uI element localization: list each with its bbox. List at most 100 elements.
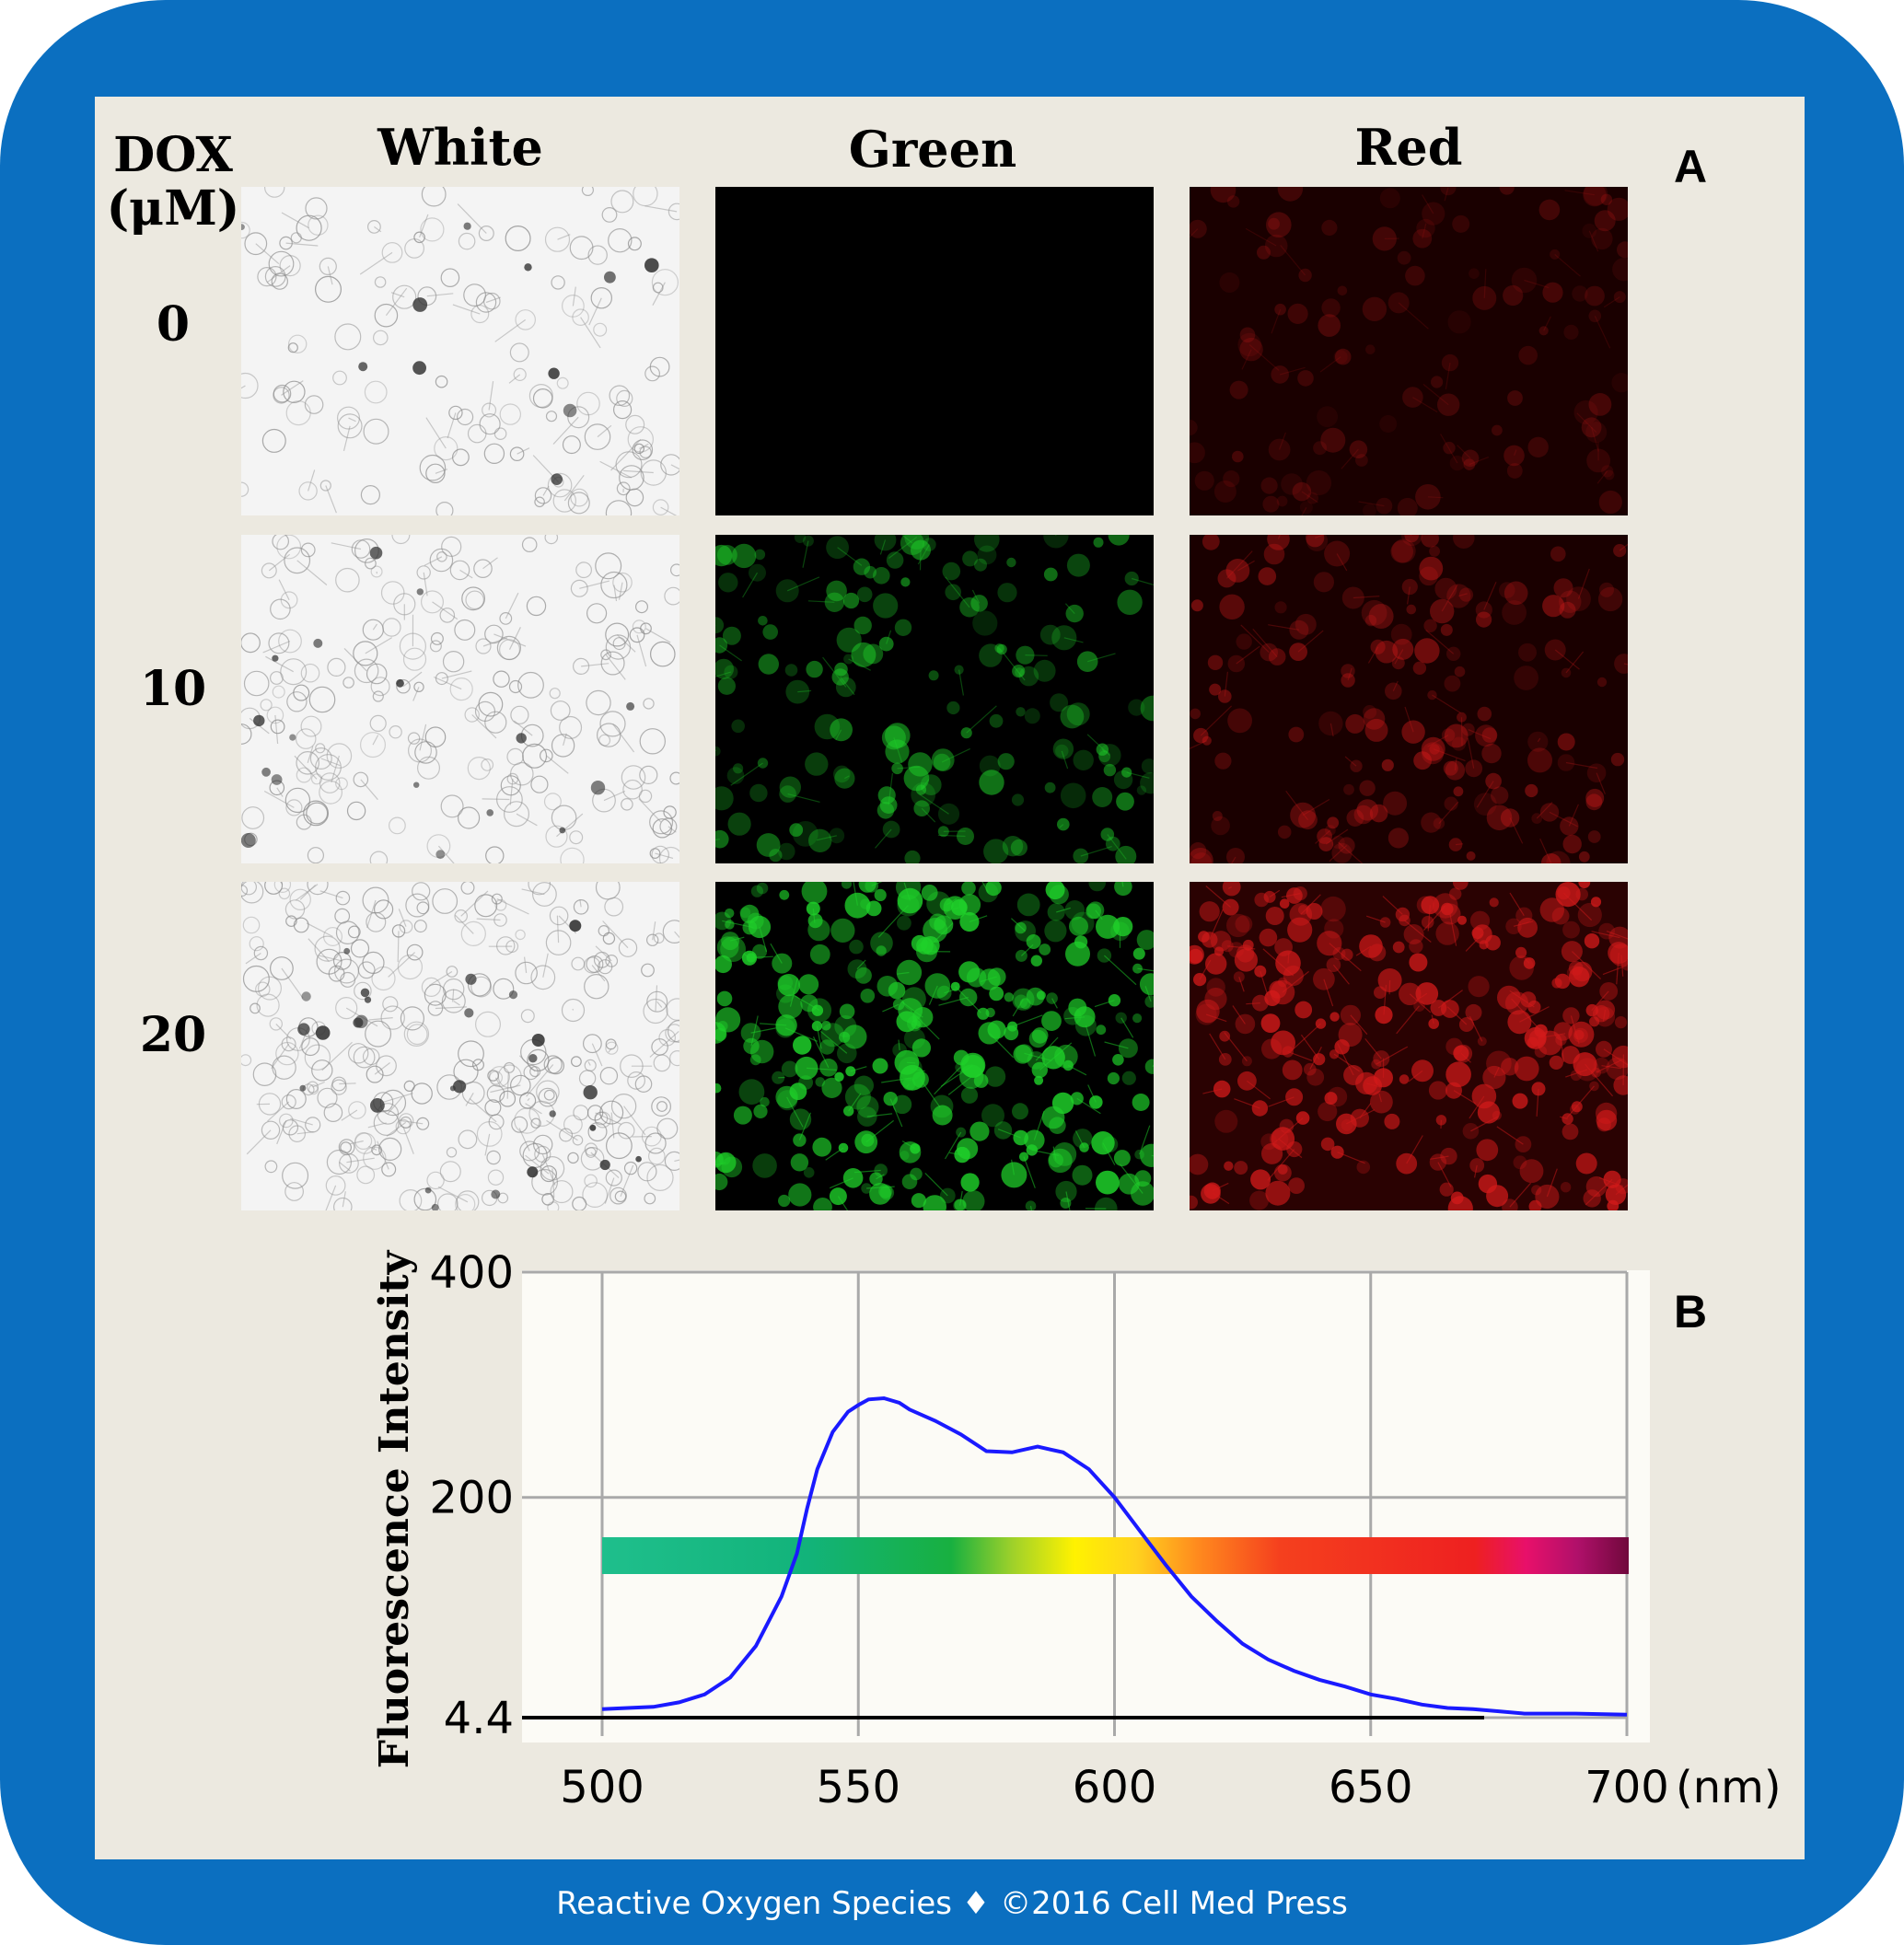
cell-process [579, 580, 610, 589]
cell-process [541, 1153, 556, 1186]
cell-mark [1507, 390, 1523, 406]
cell-mark [1227, 708, 1252, 734]
cell-mark [649, 848, 661, 860]
cell-process [674, 931, 679, 939]
cell-mark [271, 272, 288, 290]
cell-mark [715, 617, 725, 634]
cell-process [1095, 909, 1103, 920]
cell-mark [1341, 1118, 1353, 1131]
cell-process [452, 304, 481, 315]
cell-mark [1211, 816, 1230, 836]
cell-mark [664, 586, 679, 606]
cell-mark [1219, 272, 1240, 293]
cell-mark [646, 933, 659, 946]
cell-mark [1554, 973, 1571, 990]
cell-mark [1374, 1068, 1393, 1088]
cell-mark [1044, 781, 1056, 793]
cell-process [274, 714, 279, 745]
cell-process [1359, 1103, 1372, 1119]
cell-mark [954, 1146, 970, 1164]
cell-mark [638, 789, 653, 804]
cell-mark [1421, 896, 1440, 915]
micrograph-green-10 [715, 535, 1154, 863]
cell-process [518, 1128, 530, 1152]
cell-process [1513, 449, 1517, 457]
cell-mark [538, 1087, 558, 1107]
cell-mark [1251, 1100, 1269, 1117]
cell-mark [1440, 187, 1457, 196]
cell-mark [750, 885, 763, 897]
cell-mark [985, 882, 1002, 897]
cell-process [928, 985, 938, 1005]
cell-mark [584, 956, 601, 974]
cell-mark [1341, 948, 1353, 961]
cell-process [281, 967, 304, 999]
cell-mark [1562, 834, 1582, 854]
cell-process [1085, 1025, 1097, 1057]
cell-mark [882, 820, 900, 839]
cell-mark [849, 939, 864, 955]
cell-mark [793, 1133, 807, 1147]
cell-mark [272, 535, 289, 550]
cell-mark [668, 1020, 679, 1043]
cell-process [1606, 931, 1628, 940]
cell-mark [1219, 1030, 1231, 1042]
cell-mark [1012, 665, 1026, 678]
cell-mark [1413, 751, 1432, 770]
cell-mark [1258, 567, 1277, 585]
cell-mark [1429, 1153, 1447, 1171]
cell-process [525, 1103, 542, 1115]
column-header-red: Red [1354, 118, 1463, 177]
cell-process [441, 670, 472, 679]
cell-process [294, 755, 318, 780]
cell-process [1271, 308, 1282, 334]
cell-mark [1421, 535, 1439, 548]
cell-mark [878, 636, 894, 652]
cell-process [325, 1185, 337, 1210]
cell-mark [569, 236, 594, 260]
cell-process [877, 905, 909, 938]
cell-mark [1199, 901, 1220, 922]
dark-cell-mark [604, 271, 616, 284]
cell-process [435, 1006, 467, 1010]
cell-mark [453, 1059, 479, 1084]
cell-mark [1531, 1185, 1542, 1196]
cell-mark [1485, 772, 1502, 790]
cell-mark [1268, 648, 1286, 666]
cell-process [367, 1122, 387, 1129]
cell-process [271, 1043, 290, 1070]
cell-mark [1355, 454, 1368, 467]
x-tick-label: 700 [1585, 1762, 1669, 1813]
cell-process [385, 287, 408, 317]
cell-mark [1445, 1061, 1471, 1087]
dark-cell-mark [369, 546, 383, 560]
cell-mark [1292, 481, 1312, 502]
cell-mark [1581, 417, 1602, 438]
cell-mark [1613, 544, 1627, 558]
cell-mark [646, 990, 668, 1013]
cell-process [1240, 624, 1270, 654]
dark-cell-mark [289, 734, 296, 741]
cell-mark [353, 771, 369, 788]
cell-mark [509, 342, 529, 363]
cell-mark [472, 1059, 485, 1071]
cell-mark [1277, 825, 1292, 839]
cell-process [587, 1061, 591, 1066]
cell-mark [1065, 604, 1084, 623]
cell-mark [1586, 448, 1610, 473]
cell-mark [482, 402, 497, 418]
cell-mark [733, 1106, 752, 1125]
cell-mark [599, 711, 626, 737]
cell-mark [296, 751, 319, 775]
cell-mark [740, 1023, 761, 1043]
cell-process [1438, 990, 1463, 1009]
cell-process [1366, 915, 1386, 923]
cell-mark [586, 955, 604, 973]
cell-mark [1414, 638, 1440, 664]
cell-mark [1578, 882, 1591, 888]
cell-mark [1575, 1152, 1597, 1175]
dark-cell-mark [412, 361, 426, 376]
cell-mark [606, 1132, 633, 1160]
cell-mark [413, 1187, 437, 1210]
dark-cell-mark [370, 1098, 385, 1113]
